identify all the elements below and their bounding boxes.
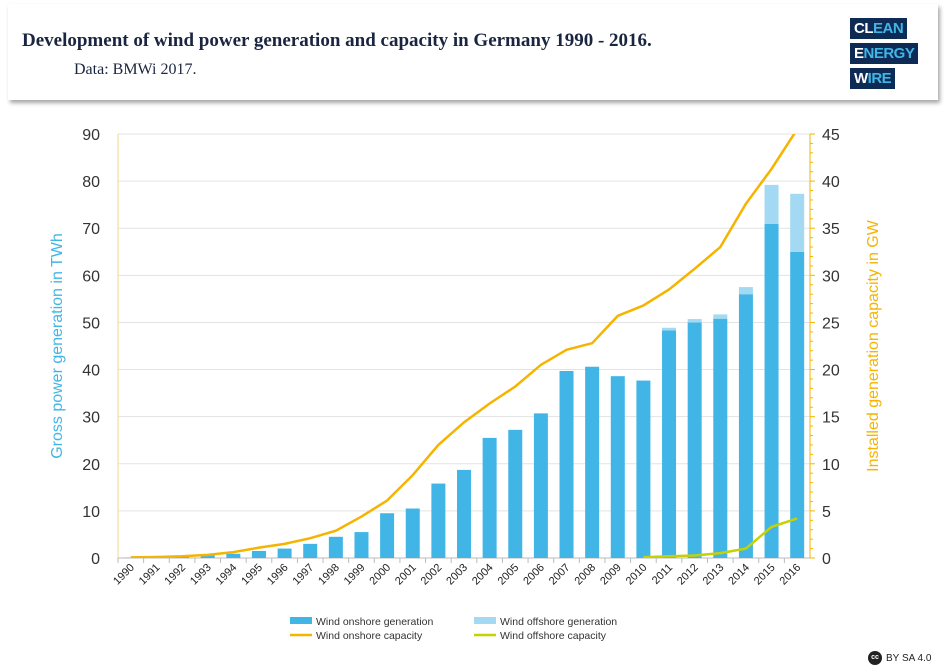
x-tick-label: 2006 — [521, 562, 547, 588]
bar-onshore-generation — [405, 508, 420, 558]
x-tick-label: 2015 — [752, 562, 778, 588]
y-tick-label: 30 — [82, 410, 100, 427]
x-tick-label: 2008 — [572, 562, 598, 588]
bar-onshore-generation — [226, 553, 241, 558]
x-tick-label: 2013 — [701, 562, 727, 588]
y-tick-label: 80 — [82, 174, 100, 191]
y2-tick-label: 10 — [822, 457, 840, 474]
chart-subtitle: Data: BMWi 2017. — [74, 61, 197, 78]
clean-energy-wire-logo: CLEAN ENERGY WIRE — [850, 18, 919, 93]
y2-tick-label: 40 — [822, 174, 840, 191]
bar-onshore-generation — [687, 322, 702, 558]
x-tick-label: 2000 — [367, 562, 393, 588]
bar-onshore-generation — [738, 294, 753, 558]
y2-tick-label: 35 — [822, 221, 840, 238]
bar-offshore-generation — [790, 193, 805, 252]
x-tick-label: 1990 — [111, 562, 137, 588]
y-tick-label: 10 — [82, 504, 100, 521]
bar-onshore-generation — [533, 413, 548, 558]
x-tick-label: 1992 — [162, 562, 188, 588]
y-tick-label: 0 — [91, 551, 100, 568]
bar-onshore-generation — [790, 251, 805, 558]
legend-swatch — [474, 617, 496, 624]
bar-onshore-generation — [457, 469, 471, 558]
bar-onshore-generation — [380, 513, 395, 558]
x-tick-label: 2002 — [419, 562, 445, 588]
y-tick-label: 20 — [82, 457, 100, 474]
bar-offshore-generation — [738, 287, 753, 295]
bar-onshore-generation — [482, 437, 497, 558]
x-tick-label: 2007 — [547, 562, 573, 588]
y-tick-label: 60 — [82, 268, 100, 285]
bar-onshore-generation — [764, 223, 779, 558]
x-tick-label: 2005 — [496, 562, 522, 588]
header: Development of wind power generation and… — [8, 4, 938, 100]
legend-label: Wind offshore capacity — [500, 630, 607, 642]
y-tick-label: 40 — [82, 363, 100, 380]
legend-label: Wind onshore generation — [316, 616, 433, 628]
bar-onshore-generation — [559, 370, 574, 558]
bar-onshore-generation — [303, 543, 318, 558]
x-tick-label: 2016 — [778, 562, 804, 588]
license-badge: cc BY SA 4.0 — [868, 651, 931, 665]
line-offshore-capacity — [643, 517, 798, 558]
legend-label: Wind onshore capacity — [316, 630, 423, 642]
x-tick-label: 1999 — [342, 562, 368, 588]
bar-onshore-generation — [328, 536, 343, 558]
y2-tick-label: 25 — [822, 315, 840, 332]
bar-offshore-generation — [687, 319, 702, 323]
x-tick-label: 1998 — [316, 562, 342, 588]
bar-onshore-generation — [200, 555, 215, 558]
x-tick-label: 1991 — [137, 562, 163, 588]
bar-onshore-generation — [713, 318, 728, 558]
y2-tick-label: 20 — [822, 363, 840, 380]
cc-icon: cc — [868, 651, 882, 665]
x-tick-label: 1995 — [239, 562, 265, 588]
x-tick-label: 1994 — [214, 562, 240, 588]
y2-tick-label: 0 — [822, 551, 831, 568]
y2-tick-label: 15 — [822, 410, 840, 427]
x-tick-label: 2001 — [393, 562, 419, 588]
y2-tick-label: 30 — [822, 268, 840, 285]
y2-axis-label: Installed generation capacity in GW — [865, 219, 882, 472]
x-tick-label: 1993 — [188, 562, 214, 588]
bar-offshore-generation — [713, 314, 728, 319]
x-tick-label: 1997 — [291, 562, 317, 588]
x-tick-label: 2003 — [444, 562, 470, 588]
license-text: BY SA 4.0 — [886, 652, 932, 664]
bar-onshore-generation — [610, 376, 625, 558]
line-onshore-capacity — [130, 134, 796, 558]
y-tick-label: 50 — [82, 315, 100, 332]
x-tick-label: 2011 — [650, 562, 675, 587]
bar-offshore-generation — [764, 184, 779, 224]
bar-onshore-generation — [354, 532, 369, 558]
bar-onshore-generation — [508, 429, 523, 558]
bar-onshore-generation — [277, 548, 292, 558]
y-tick-label: 70 — [82, 221, 100, 238]
chart-title: Development of wind power generation and… — [22, 30, 652, 51]
x-tick-label: 2010 — [624, 562, 650, 588]
bar-onshore-generation — [636, 380, 651, 558]
x-tick-label: 2012 — [675, 562, 701, 588]
bar-onshore-generation — [662, 330, 677, 558]
bar-onshore-generation — [251, 550, 266, 558]
y2-tick-label: 45 — [822, 127, 840, 144]
bar-offshore-generation — [662, 327, 677, 331]
bar-offshore-generation — [636, 380, 651, 381]
legend-label: Wind offshore generation — [500, 616, 617, 628]
y-axis-label: Gross power generation in TWh — [49, 233, 66, 459]
x-tick-label: 2009 — [598, 562, 624, 588]
x-tick-label: 2004 — [470, 562, 496, 588]
x-tick-label: 2014 — [726, 562, 752, 588]
y2-tick-label: 5 — [822, 504, 831, 521]
y-tick-label: 90 — [82, 127, 100, 144]
bar-onshore-generation — [585, 366, 600, 558]
legend-swatch — [290, 617, 312, 624]
x-tick-label: 1996 — [265, 562, 291, 588]
bar-onshore-generation — [431, 483, 446, 558]
